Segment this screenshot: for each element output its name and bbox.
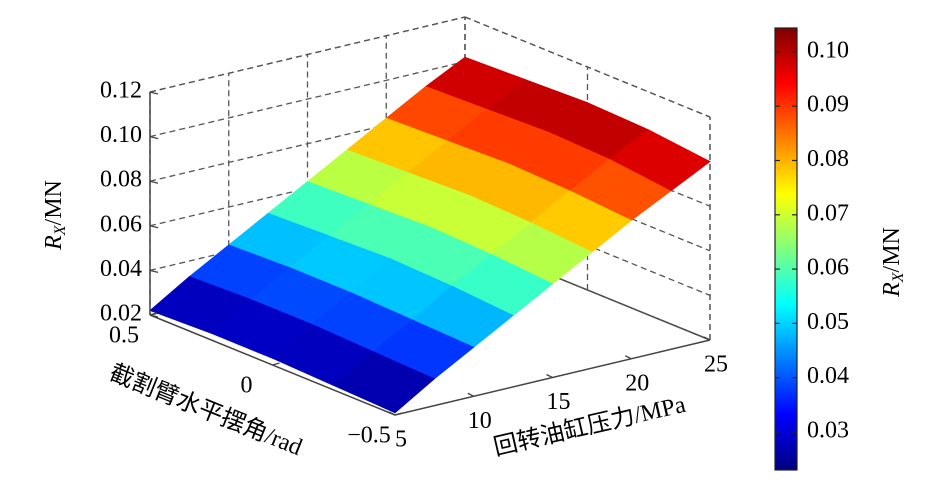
label-subscript: X [52, 224, 69, 236]
colorbar-tick-label: 0.06 [807, 255, 849, 281]
colorbar-tick-label: 0.10 [807, 37, 849, 63]
x-tick [546, 373, 553, 379]
z-tick-label: 0.02 [100, 301, 142, 327]
axis-label: RX/MN [41, 180, 69, 251]
x-tick [467, 392, 475, 397]
z-tick-label: 0.12 [100, 78, 142, 104]
surface-patch [333, 351, 436, 414]
y-tick-label: 0 [241, 373, 253, 399]
z-tick-label: 0.10 [100, 122, 142, 148]
colorbar-tick-label: 0.04 [807, 363, 849, 389]
x-tick-label: 5 [395, 427, 407, 453]
z-tick [149, 180, 159, 184]
grid-line [149, 60, 466, 138]
y-tick [272, 362, 280, 366]
label-symbol: R [41, 235, 67, 251]
z-tick-label: 0.06 [100, 211, 142, 237]
colorbar-tick-label: 0.09 [807, 92, 849, 118]
x-axis-label: 回转油缸压力/MPa [491, 391, 688, 461]
colorbar [774, 27, 798, 471]
x-tick-label: 10 [468, 408, 492, 434]
z-tick [149, 225, 159, 229]
label-unit: /MN [879, 227, 905, 272]
y-tick [149, 312, 158, 316]
x-tick [388, 411, 396, 416]
y-tick [394, 412, 403, 416]
label-symbol: R [879, 282, 905, 298]
colorbar-tick-label: 0.07 [807, 200, 849, 226]
z-tick [149, 269, 159, 274]
z-tick [149, 91, 159, 95]
x-tick [703, 336, 711, 341]
colorbar-tick-label: 0.03 [807, 417, 849, 443]
colorbar-tick-label: 0.08 [807, 146, 849, 172]
z-tick [149, 314, 159, 318]
x-tick-label: 15 [547, 389, 571, 415]
axis-label: RX/MN [879, 227, 907, 298]
colorbar-tick-label: 0.05 [807, 309, 849, 335]
y-tick-label: −0.5 [347, 423, 391, 449]
y-tick-label: 0.5 [109, 323, 139, 349]
x-tick-label: 20 [625, 370, 649, 396]
z-tick-label: 0.04 [100, 256, 142, 282]
z-tick-label: 0.08 [100, 167, 142, 193]
x-tick [624, 355, 632, 360]
y-axis-label: 截割臂水平摆角/rad [106, 359, 306, 461]
label-subscript: X [890, 271, 907, 283]
x-tick-label: 25 [704, 352, 728, 378]
label-unit: /MN [41, 180, 67, 225]
z-tick [149, 135, 159, 140]
